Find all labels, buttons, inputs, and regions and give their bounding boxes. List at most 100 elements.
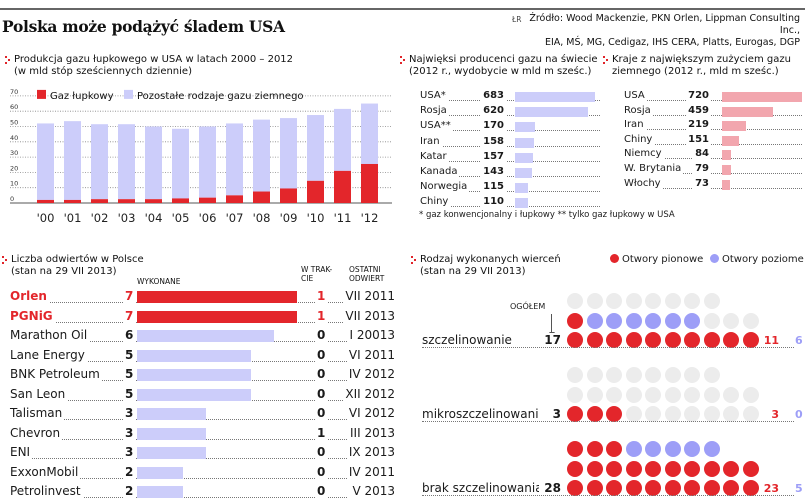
wells-done-bar (137, 408, 206, 420)
bar (515, 107, 588, 118)
dot-vertical (567, 332, 583, 348)
leader-dots (422, 347, 794, 348)
dot-vertical (684, 480, 700, 496)
x-tick-label: '01 (64, 211, 82, 225)
leader-dots (420, 100, 600, 101)
dot-vertical (586, 480, 603, 496)
dot-vertical (567, 441, 583, 457)
dot-empty (625, 406, 642, 422)
horizontal-count-value: 5 (794, 482, 804, 495)
company-name: PGNiG (10, 308, 55, 323)
col-header-in-progress-1: W TRAK- (301, 265, 333, 274)
source-line-1: Źródło: Wood Mackenzie, PKN Orlen, Lippm… (529, 13, 800, 36)
vertical-count-value: 11 (760, 334, 780, 347)
bar-category-label: USA** (420, 120, 453, 132)
dot-horizontal (645, 441, 661, 457)
bar-other (172, 128, 189, 199)
company-name: BNK Petroleum (10, 367, 102, 381)
wells-done-bar (137, 310, 297, 323)
bar-category-label: Kanada (420, 166, 460, 177)
title-line-1: Najwięksi producenci gazu na świecie (409, 54, 598, 65)
wells-done-value: 7 (123, 289, 136, 303)
bar-shale (253, 191, 270, 203)
bar-category-label: Norwegia (420, 181, 470, 193)
bar (722, 135, 739, 146)
dot-empty (645, 386, 661, 403)
table-row: Orlen 7 1 VII 2011 (10, 288, 395, 306)
dot-empty (586, 293, 603, 309)
wells-done-value: 5 (123, 367, 136, 381)
leader-dots (624, 114, 802, 116)
bar (722, 150, 732, 161)
total-label: OGÓŁEM (510, 302, 546, 311)
bar-category-label: Chiny (624, 133, 655, 145)
bar-value-label: 720 (686, 90, 711, 101)
legend-label-other: Pozostałe rodzaje gazu ziemnego (137, 91, 304, 102)
dot-empty (742, 406, 759, 422)
bar-category-label: Katar (420, 150, 449, 162)
dot-empty (567, 367, 583, 383)
bar (515, 122, 535, 133)
last-well-date: III 2013 (348, 425, 395, 440)
x-tick-label: '06 (199, 211, 217, 225)
bar-other (361, 103, 378, 164)
dot-vertical (703, 460, 720, 477)
dot-vertical (606, 332, 622, 348)
bar-shale (307, 180, 324, 203)
col-header-last-1: OSTATNI (349, 265, 381, 274)
title-line-2: (2012 r., wydobycie w mld m sześc.) (409, 66, 592, 77)
dot-empty (703, 406, 720, 422)
dot-empty (664, 293, 681, 309)
table-row: Talisman 3 0 VI 2012 (10, 405, 395, 423)
wells-in-progress-value: 0 (315, 386, 328, 401)
drilling-type-label: brak szczelinowania (422, 481, 545, 495)
last-well-date: V 2013 (350, 484, 395, 498)
drilling-type-label: szczelinowanie (422, 333, 514, 347)
title-line-2: ziemnego (2012 r., mld m sześc.) (612, 66, 779, 77)
producers-title: Najwięksi producenci gazu na świecie (20… (400, 54, 598, 78)
bar-value-label: 79 (693, 163, 711, 174)
dot-vertical (625, 332, 642, 348)
bar-category-label: Iran (420, 135, 442, 147)
wells-done-bar (137, 369, 252, 381)
bar-row: Rosja 459 (624, 104, 802, 119)
last-well-date: VI 2012 (346, 406, 395, 420)
legend-swatch-other (124, 89, 133, 99)
wells-in-progress-value: 1 (315, 425, 328, 440)
leader-dots (422, 495, 794, 496)
drilling-chart: szczelinowanie 17 11 6 mikroszczelinowanie 3 3… (400, 280, 805, 503)
wells-in-progress-value: 0 (315, 464, 328, 479)
dot-vertical (684, 460, 700, 477)
bar-shale (361, 163, 378, 203)
company-name: ExxonMobil (10, 464, 81, 479)
bar-other (118, 124, 135, 200)
last-well-date: IV 2012 (346, 367, 395, 381)
dot-vertical (664, 332, 681, 348)
dot-empty (723, 312, 739, 329)
bar-row: Kanada 143 (420, 166, 600, 180)
bar-category-label: Niemcy (624, 148, 664, 160)
bar-value-label: 620 (481, 105, 506, 117)
y-tick-label: 0 (10, 195, 14, 203)
last-well-date: VII 2011 (343, 289, 395, 303)
total-arrow-line (551, 314, 552, 334)
bar (515, 152, 534, 163)
x-tick-label: '07 (226, 211, 244, 225)
bar-other (199, 126, 216, 198)
dot-horizontal (684, 441, 700, 457)
dot-empty (703, 293, 720, 309)
bar-other (91, 124, 108, 200)
bar-shale (118, 199, 135, 203)
bar-row: Chiny 151 (624, 133, 802, 148)
dot-empty (684, 367, 700, 383)
leader-dots (624, 187, 802, 189)
x-tick-label: '02 (91, 211, 109, 225)
wells-done-value: 6 (123, 328, 136, 342)
dot-empty (723, 386, 739, 403)
x-tick-label: '03 (118, 211, 136, 225)
table-row: Chevron 3 1 III 2013 (10, 425, 395, 443)
bar-category-label: Włochy (624, 177, 663, 189)
bar-other (226, 123, 243, 196)
company-name: ENI (10, 445, 33, 459)
company-name: Chevron (10, 425, 63, 440)
